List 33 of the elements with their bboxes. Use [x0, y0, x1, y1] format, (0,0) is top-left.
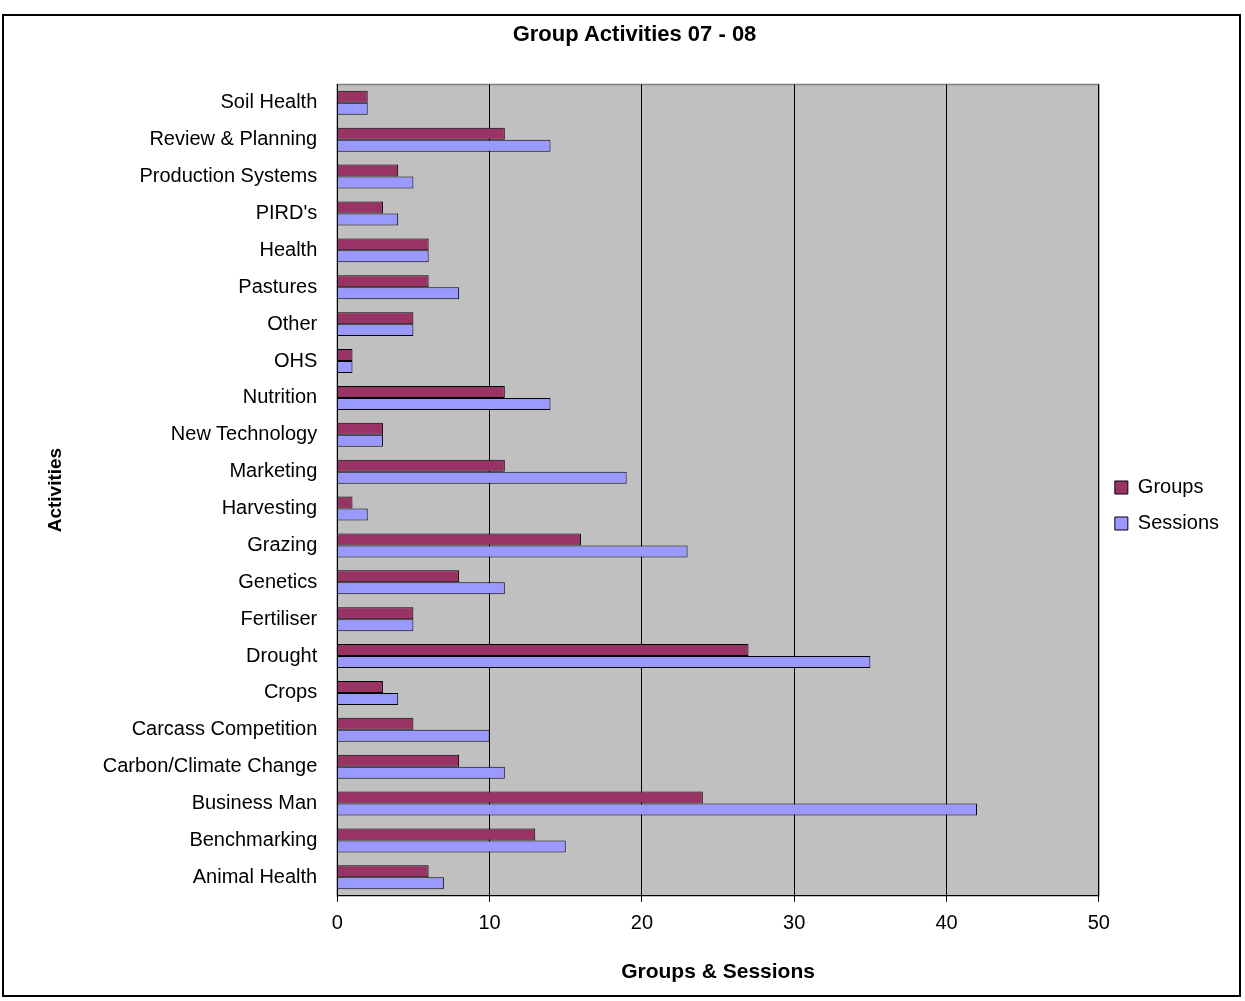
y-tick-label: New Technology [170, 422, 318, 445]
y-tick-label: Other [267, 311, 318, 334]
y-tick-label: Carcass Competition [131, 717, 318, 740]
x-axis-title: Groups & Sessions [621, 959, 815, 983]
chart-title: Group Activities 07 - 08 [512, 21, 757, 47]
legend-label: Groups [1137, 475, 1204, 498]
x-tick-label: 40 [935, 911, 958, 934]
y-axis-title: Activities [43, 447, 65, 533]
x-tick-label: 20 [630, 911, 654, 934]
y-tick-label: Animal Health [192, 864, 318, 887]
y-tick-label: OHS [273, 348, 318, 371]
y-tick-label: Production Systems [139, 164, 318, 187]
legend-label: Sessions [1137, 511, 1219, 534]
x-tick-label: 50 [1087, 911, 1110, 934]
x-tick-label: 10 [478, 911, 501, 934]
x-tick-label: 30 [783, 911, 806, 934]
y-tick-label: Grazing [247, 532, 318, 555]
y-tick-label: Benchmarking [189, 827, 318, 850]
y-tick-label: Fertiliser [240, 606, 318, 629]
x-tick-label: 0 [331, 911, 343, 934]
y-tick-label: Pastures [238, 274, 318, 297]
y-tick-label: Drought [246, 643, 318, 666]
y-tick-label: Crops [263, 680, 318, 703]
y-tick-label: Health [259, 237, 318, 260]
y-tick-label: Marketing [229, 459, 318, 482]
y-tick-label: Soil Health [220, 90, 318, 113]
y-tick-label: Nutrition [242, 385, 318, 408]
y-tick-label: PIRD's [255, 201, 318, 223]
y-tick-label: Review & Planning [149, 127, 318, 150]
y-tick-label: Business Man [191, 791, 318, 814]
y-tick-label: Harvesting [221, 496, 318, 519]
y-tick-label: Genetics [238, 569, 318, 592]
y-tick-label: Carbon/Climate Change [102, 754, 318, 777]
